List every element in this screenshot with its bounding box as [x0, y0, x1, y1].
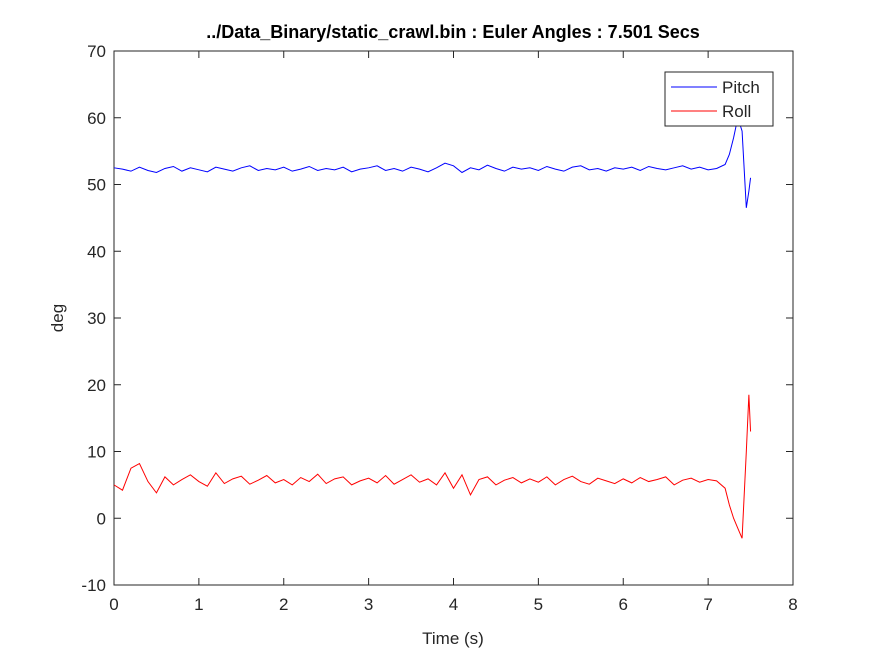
- x-tick-label: 5: [534, 595, 543, 614]
- y-tick-label: 20: [87, 376, 106, 395]
- x-axis-label: Time (s): [422, 629, 484, 648]
- x-tick-label: 8: [788, 595, 797, 614]
- legend-box: [664, 71, 774, 127]
- line-series: [113, 115, 752, 208]
- x-tick-label: 3: [364, 595, 373, 614]
- x-tick-label: 4: [449, 595, 458, 614]
- y-tick-label: 60: [87, 109, 106, 128]
- x-tick-label: 0: [109, 595, 118, 614]
- x-tick-label: 7: [703, 595, 712, 614]
- legend-label: Roll: [722, 102, 751, 121]
- plot-box: [113, 50, 794, 586]
- y-tick-label: 40: [87, 242, 106, 261]
- y-tick-label: 50: [87, 176, 106, 195]
- y-tick-label: 70: [87, 42, 106, 61]
- y-tick-label: 30: [87, 309, 106, 328]
- x-tick-label: 6: [619, 595, 628, 614]
- y-tick-label: 10: [87, 443, 106, 462]
- chart-title: ../Data_Binary/static_crawl.bin : Euler …: [206, 22, 700, 42]
- line-series: [113, 394, 752, 539]
- y-tick-label: -10: [81, 576, 106, 595]
- legend-label: Pitch: [722, 78, 760, 97]
- y-axis-label: deg: [48, 304, 67, 332]
- y-tick-label: 0: [97, 509, 106, 528]
- x-tick-label: 1: [194, 595, 203, 614]
- x-tick-label: 2: [279, 595, 288, 614]
